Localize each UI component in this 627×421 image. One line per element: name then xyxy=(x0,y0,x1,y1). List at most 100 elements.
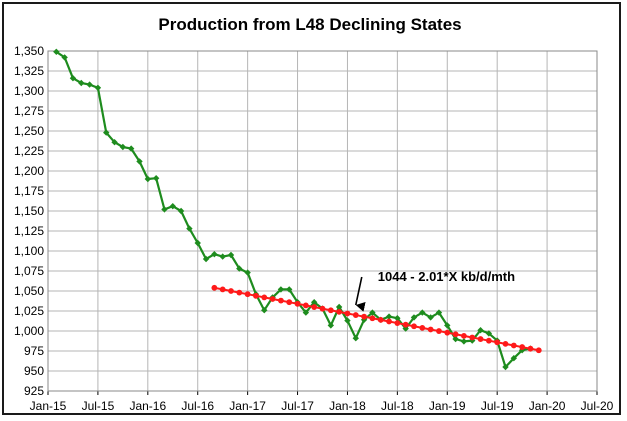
trend-point xyxy=(352,312,359,318)
production-point xyxy=(410,314,418,321)
production-point xyxy=(369,309,376,316)
chart-frame: Production from L48 Declining States 925… xyxy=(2,2,621,415)
production-line xyxy=(55,50,531,369)
production-point xyxy=(310,299,318,306)
trend-point xyxy=(394,320,401,326)
x-tick-label: Jan-16 xyxy=(129,399,166,413)
trend-point xyxy=(402,321,409,328)
y-tick-label: 1,000 xyxy=(14,324,44,338)
production-point xyxy=(202,255,210,263)
production-point xyxy=(61,54,68,61)
y-tick-label: 1,300 xyxy=(14,84,44,98)
production-point xyxy=(194,239,201,247)
x-tick-label: Jan-20 xyxy=(529,399,566,413)
production-point xyxy=(444,322,451,329)
y-tick-label: 1,325 xyxy=(14,64,44,78)
production-point xyxy=(261,307,268,314)
y-tick-label: 1,075 xyxy=(14,264,44,278)
production-point xyxy=(111,139,118,146)
production-point xyxy=(152,175,160,182)
production-point xyxy=(53,48,60,55)
chart-canvas: Production from L48 Declining States 925… xyxy=(14,15,614,413)
trend-point xyxy=(519,344,526,350)
trend-point xyxy=(436,328,442,334)
x-tick-label: Jan-18 xyxy=(329,399,366,413)
production-point xyxy=(136,158,143,165)
production-point xyxy=(186,225,193,232)
production-point xyxy=(78,79,85,87)
plot-area-border xyxy=(47,50,598,392)
production-point xyxy=(477,327,484,334)
production-point xyxy=(344,317,351,324)
x-tick-label: Jan-19 xyxy=(429,399,466,413)
y-tick-label: 1,275 xyxy=(14,104,44,118)
y-tick-label: 1,150 xyxy=(14,204,44,218)
x-tick-label: Jul-17 xyxy=(281,399,314,413)
production-point xyxy=(211,251,218,258)
y-tick-label: 1,125 xyxy=(14,224,44,238)
x-tick-label: Jan-15 xyxy=(30,399,67,413)
production-point xyxy=(327,322,335,329)
trend-point xyxy=(377,316,384,323)
production-series xyxy=(53,48,534,371)
production-point xyxy=(169,203,176,210)
trend-point xyxy=(319,305,326,312)
production-point xyxy=(485,330,493,337)
production-point xyxy=(427,314,434,321)
production-point xyxy=(94,84,102,91)
y-tick-label: 950 xyxy=(24,364,44,378)
trend-point xyxy=(286,299,293,306)
production-point xyxy=(286,286,293,293)
y-tick-label: 1,050 xyxy=(14,284,44,298)
production-point xyxy=(435,309,443,316)
production-point xyxy=(127,145,135,152)
trend-point xyxy=(477,336,484,342)
y-tick-label: 1,175 xyxy=(14,184,44,198)
grid-layer xyxy=(47,50,598,392)
trend-point xyxy=(327,307,334,314)
production-point xyxy=(277,286,285,293)
series-layer xyxy=(53,48,542,371)
production-point xyxy=(119,143,127,151)
production-point xyxy=(352,335,359,342)
trend-point xyxy=(294,300,301,307)
trend-point xyxy=(411,323,417,330)
production-point xyxy=(460,338,468,345)
trend-point xyxy=(386,318,392,325)
x-tick-label: Jul-15 xyxy=(82,399,115,413)
x-tick-label: Jul-16 xyxy=(181,399,214,413)
trend-point xyxy=(427,326,434,333)
annotation-layer: 1044 - 2.01*X kb/d/mth xyxy=(354,269,515,312)
trend-point xyxy=(535,347,542,354)
y-tick-label: 925 xyxy=(24,384,44,398)
y-tick-label: 1,200 xyxy=(14,164,44,178)
annotation-arrow xyxy=(354,276,366,312)
production-point xyxy=(419,309,426,316)
axis-layer: 925 950 975 1,000 1,025 1,050 1,075 1,100 1,125 1… xyxy=(14,44,614,413)
production-point xyxy=(394,315,401,322)
production-point xyxy=(502,363,509,371)
trend-point xyxy=(211,284,218,291)
trend-line xyxy=(214,286,539,352)
production-point xyxy=(144,175,152,183)
production-point xyxy=(219,253,226,260)
trend-point xyxy=(469,334,476,341)
y-tick-label: 975 xyxy=(24,344,44,358)
production-point xyxy=(69,75,77,82)
trend-point xyxy=(244,291,251,298)
trend-point xyxy=(444,329,451,336)
trend-point xyxy=(228,288,234,294)
production-point xyxy=(103,129,110,136)
trend-point xyxy=(261,294,268,301)
production-point xyxy=(86,81,93,88)
trend-point xyxy=(452,331,459,338)
production-point xyxy=(227,251,235,259)
production-point xyxy=(161,206,168,213)
x-tick-label: Jul-19 xyxy=(481,399,514,413)
trend-point xyxy=(461,332,467,339)
production-point xyxy=(385,313,393,320)
trend-point xyxy=(485,337,492,344)
trend-point xyxy=(219,286,226,293)
production-point xyxy=(236,265,243,272)
trend-point xyxy=(269,296,276,302)
